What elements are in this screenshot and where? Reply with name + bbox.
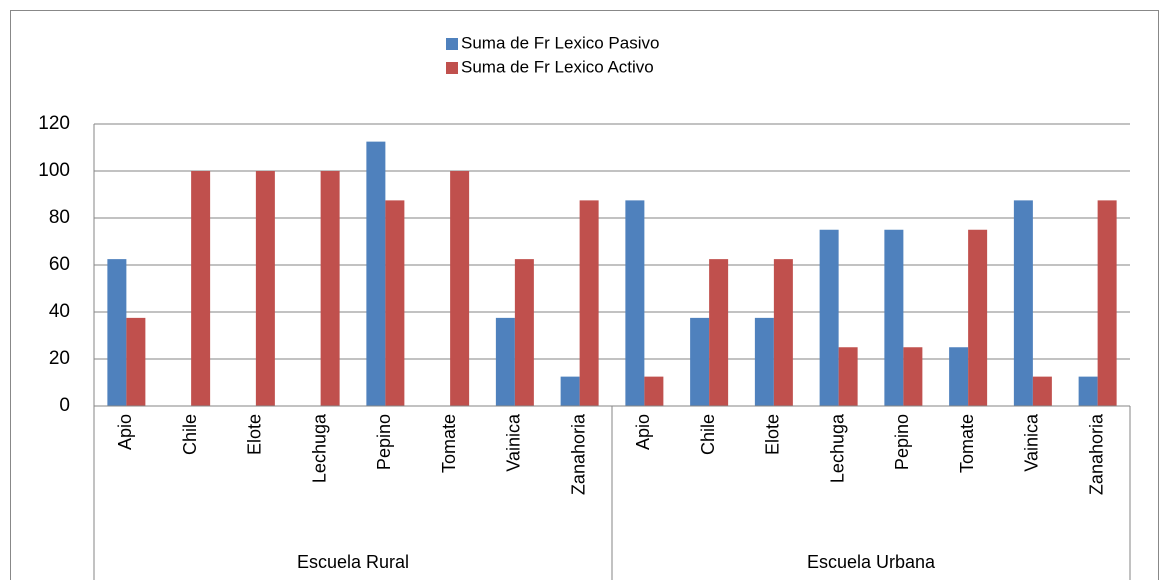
bar <box>709 259 729 406</box>
x-tick-label: Chile <box>180 414 200 455</box>
x-tick-label: Lechuga <box>309 413 329 483</box>
y-tick-label: 100 <box>38 160 70 181</box>
y-tick-label: 0 <box>59 395 70 416</box>
x-tick-label: Tomate <box>957 414 977 473</box>
x-tick-label: Pepino <box>892 414 912 470</box>
y-tick-label: 80 <box>49 207 70 228</box>
x-tick-label: Apio <box>633 414 653 450</box>
bar <box>255 171 275 406</box>
bar <box>579 200 599 406</box>
x-tick-label: Chile <box>698 414 718 455</box>
y-tick-label: 20 <box>49 348 70 369</box>
x-tick-label: Vainica <box>504 413 524 472</box>
x-tick-label: Elote <box>763 414 783 455</box>
x-tick-label: Pepino <box>374 414 394 470</box>
bar <box>366 141 386 406</box>
x-tick-label: Vainica <box>1022 413 1042 472</box>
group-label: Escuela Urbana <box>807 552 936 572</box>
bar <box>1078 376 1098 406</box>
bar <box>1032 376 1052 406</box>
bar <box>514 259 534 406</box>
bar <box>1013 200 1033 406</box>
legend-label: Suma de Fr Lexico Activo <box>461 57 654 76</box>
bar <box>884 229 904 406</box>
x-tick-label: Tomate <box>439 414 459 473</box>
bar <box>754 317 774 406</box>
bar <box>690 317 710 406</box>
y-tick-label: 40 <box>49 301 70 322</box>
bar <box>495 317 515 406</box>
legend-swatch <box>446 62 458 74</box>
y-tick-label: 60 <box>49 254 70 275</box>
x-tick-label: Zanahoria <box>1086 413 1106 495</box>
bar <box>949 347 969 406</box>
legend-swatch <box>446 38 458 50</box>
legend-label: Suma de Fr Lexico Pasivo <box>461 33 659 52</box>
group-label: Escuela Rural <box>297 552 409 572</box>
bar <box>385 200 405 406</box>
bar <box>644 376 664 406</box>
x-tick-label: Zanahoria <box>568 413 588 495</box>
bar <box>450 171 470 406</box>
bar <box>773 259 793 406</box>
x-tick-label: Lechuga <box>827 413 847 483</box>
bar <box>560 376 580 406</box>
bar <box>838 347 858 406</box>
bar <box>625 200 645 406</box>
x-tick-label: Elote <box>245 414 265 455</box>
bar <box>126 317 146 406</box>
bar <box>191 171 211 406</box>
bar <box>1097 200 1117 406</box>
y-tick-label: 120 <box>38 113 70 134</box>
bar <box>903 347 923 406</box>
bar <box>320 171 340 406</box>
bar <box>968 229 988 406</box>
x-tick-label: Apio <box>115 414 135 450</box>
bar <box>107 259 127 406</box>
bar <box>819 229 839 406</box>
